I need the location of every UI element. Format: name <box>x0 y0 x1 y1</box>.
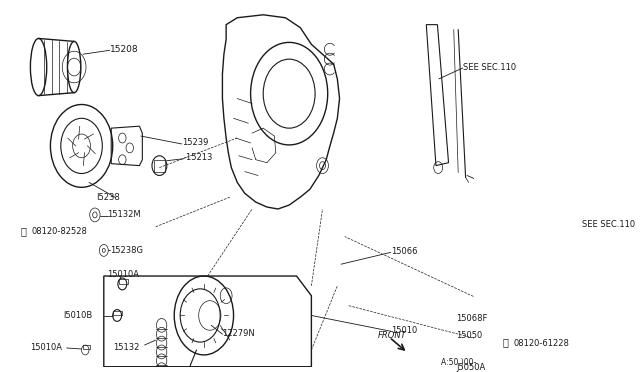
Bar <box>510 314 526 348</box>
Text: 15010A: 15010A <box>29 343 61 352</box>
Bar <box>154 160 164 171</box>
Bar <box>113 311 122 315</box>
Text: SEE SEC.110: SEE SEC.110 <box>582 220 635 229</box>
Text: 15050: 15050 <box>456 331 482 340</box>
Text: 15208: 15208 <box>109 45 138 54</box>
Text: 15068F: 15068F <box>456 314 487 323</box>
Text: 08120-82528: 08120-82528 <box>31 227 87 236</box>
Text: SEE SEC.110: SEE SEC.110 <box>463 62 516 71</box>
Bar <box>83 345 90 349</box>
Text: J5050A: J5050A <box>456 363 485 372</box>
Text: 15238G: 15238G <box>109 246 143 255</box>
Text: 15132: 15132 <box>113 343 139 352</box>
Text: Ⓑ: Ⓑ <box>502 337 509 347</box>
Text: 12279N: 12279N <box>223 329 255 338</box>
Text: FRONT: FRONT <box>378 331 407 340</box>
Text: I5238: I5238 <box>97 193 120 202</box>
Text: 15010A: 15010A <box>108 270 140 279</box>
Text: 15010: 15010 <box>392 326 418 335</box>
Ellipse shape <box>67 41 81 93</box>
Text: 08120-61228: 08120-61228 <box>513 339 569 347</box>
Text: 15066: 15066 <box>392 247 418 256</box>
Text: l5010B: l5010B <box>63 311 92 320</box>
Text: Ⓑ: Ⓑ <box>20 227 27 237</box>
Text: A:50 )00-: A:50 )00- <box>441 358 476 367</box>
Text: -15213: -15213 <box>184 153 213 162</box>
Text: 15132M: 15132M <box>108 211 141 219</box>
Text: 15239: 15239 <box>182 138 208 147</box>
Bar <box>118 279 127 284</box>
